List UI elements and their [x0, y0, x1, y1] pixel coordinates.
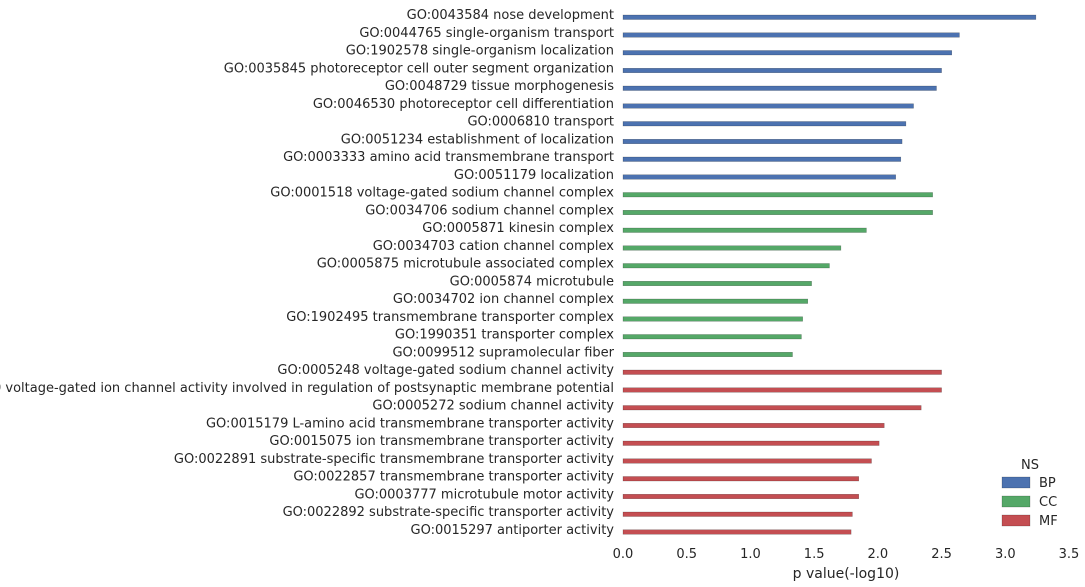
bar-mf	[622, 423, 885, 428]
bar-mf	[622, 387, 942, 393]
x-tick-label: 3.0	[995, 547, 1016, 562]
category-label: GO:0022892 substrate-specific transporte…	[283, 505, 615, 520]
category-label: GO:0015075 ion transmembrane transporter…	[269, 434, 614, 449]
bar-bp	[622, 139, 903, 144]
legend-label-mf: MF	[1039, 514, 1058, 529]
bar-bp	[622, 32, 960, 38]
bar-bp	[622, 68, 942, 73]
category-label: GO:0044765 single-organism transport	[359, 26, 614, 41]
category-label: GO:1902495 transmembrane transporter com…	[286, 310, 614, 325]
category-label: GO:0046530 photoreceptor cell differenti…	[313, 97, 614, 112]
category-label: GO:0005875 microtubule associated comple…	[317, 257, 615, 272]
category-label: GO:1902578 single-organism localization	[346, 44, 614, 59]
bar-mf	[622, 494, 859, 499]
legend-label-bp: BP	[1039, 476, 1056, 491]
bar-cc	[622, 316, 803, 322]
bar-bp	[622, 174, 896, 180]
category-label: GO:0005248 voltage-gated sodium channel …	[277, 363, 614, 378]
category-label: GO:0034703 cation channel complex	[373, 239, 615, 254]
bar-bp	[622, 103, 914, 109]
category-label: GO:0035845 photoreceptor cell outer segm…	[224, 61, 614, 76]
bar-bp	[622, 156, 902, 162]
legend-title: NS	[1021, 458, 1039, 473]
category-label: GO:0003333 amino acid transmembrane tran…	[283, 150, 614, 165]
legend-label-cc: CC	[1039, 495, 1057, 510]
bar-cc	[622, 298, 809, 304]
x-tick-label: 3.5	[1059, 547, 1080, 562]
category-label: GO:0022891 substrate-specific transmembr…	[174, 452, 614, 467]
x-tick-label: 2.0	[868, 547, 889, 562]
category-label: GO:0015179 L-amino acid transmembrane tr…	[206, 416, 614, 431]
category-label: GO:0001518 voltage-gated sodium channel …	[270, 186, 614, 201]
x-tick-label: 1.5	[804, 547, 825, 562]
bar-mf	[622, 405, 922, 411]
category-label: GO:0005272 sodium channel activity	[372, 399, 614, 414]
category-label: GO:1905030 voltage-gated ion channel act…	[0, 381, 614, 396]
category-label: GO:0043584 nose development	[407, 8, 614, 23]
bar-mf	[622, 529, 852, 535]
category-label: GO:0034706 sodium channel complex	[365, 203, 614, 218]
legend-swatch-bp	[1001, 476, 1031, 489]
category-label: GO:0003777 microtubule motor activity	[354, 487, 614, 502]
category-label: GO:0005871 kinesin complex	[422, 221, 614, 236]
bar-mf	[622, 476, 859, 482]
legend-entries: BP CC MF	[1001, 476, 1058, 529]
category-label: GO:0099512 supramolecular fiber	[392, 345, 614, 360]
category-label: GO:0005874 microtubule	[450, 274, 614, 289]
bar-mf	[622, 458, 872, 464]
category-label: GO:0048729 tissue morphogenesis	[385, 79, 614, 94]
x-tick-label: 0.5	[676, 547, 697, 562]
legend-swatch-cc	[1001, 495, 1031, 508]
bar-bp	[622, 85, 937, 91]
bar-cc	[622, 192, 933, 198]
bar-bp	[622, 14, 1037, 20]
category-label: GO:0006810 transport	[467, 115, 614, 130]
bar-cc	[622, 263, 830, 269]
bar-cc	[622, 281, 812, 286]
category-label: GO:1990351 transporter complex	[395, 328, 614, 343]
legend: NS BP CC MF	[1001, 458, 1058, 529]
bar-cc	[622, 227, 867, 233]
x-tick-label: 1.0	[740, 547, 761, 562]
legend-swatch-mf	[1001, 514, 1031, 527]
x-tick-label: 0.0	[613, 547, 634, 562]
bar-cc	[622, 245, 842, 251]
bar-mf	[622, 511, 853, 517]
x-tick-label: 2.5	[931, 547, 952, 562]
category-label: GO:0015297 antiporter activity	[411, 523, 615, 538]
x-axis-label: p value(-log10)	[793, 566, 900, 582]
category-label: GO:0022857 transmembrane transporter act…	[293, 470, 614, 485]
x-tick-labels-group: 0.0 0.5 1.0 1.5 2.0 2.5 3.0 3.5	[613, 547, 1080, 562]
bar-bp	[622, 50, 953, 56]
bar-cc	[622, 352, 793, 357]
bar-cc	[622, 334, 802, 340]
category-label: GO:0051179 localization	[454, 168, 614, 183]
category-label: GO:0051234 establishment of localization	[341, 132, 614, 147]
category-label: GO:0034702 ion channel complex	[393, 292, 614, 307]
category-labels-group: GO:0043584 nose development GO:0044765 si…	[0, 8, 615, 538]
bar-cc	[622, 210, 933, 215]
bar-mf	[622, 369, 942, 375]
bar-mf	[622, 440, 880, 446]
bars-group	[622, 14, 1037, 535]
bar-bp	[622, 121, 907, 127]
